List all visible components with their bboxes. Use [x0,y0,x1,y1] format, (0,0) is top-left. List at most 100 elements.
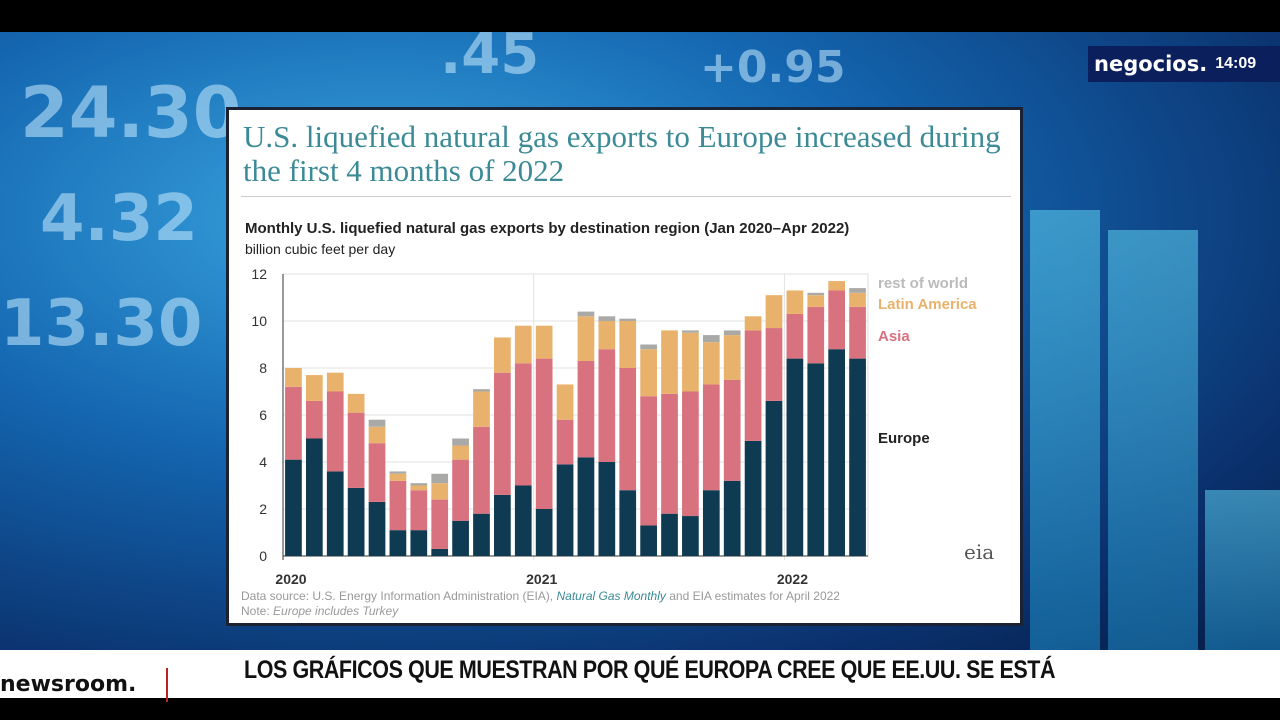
bar-asia [765,328,783,401]
bar-latin-america [305,375,323,401]
bar-rest-of-world [431,473,449,484]
lower-third: newsroom. LOS GRÁFICOS QUE MUESTRAN POR … [0,650,1280,702]
bar-asia [702,384,720,491]
bar-rest-of-world [598,316,616,321]
bar-europe [577,457,595,556]
bar-latin-america [849,292,866,307]
bar-europe [807,363,825,556]
bar-rest-of-world [849,288,866,293]
bar-rest-of-world [473,389,490,392]
bar-latin-america [807,295,825,307]
bar-asia [368,443,386,502]
bar-asia [494,372,511,495]
bar-asia [807,306,825,364]
bar-asia [682,391,699,517]
bar-asia [828,290,846,350]
bar-latin-america [640,349,657,397]
bar-europe [619,490,637,556]
bar-asia [326,391,344,472]
bar-latin-america [473,391,490,427]
bar-latin-america [514,325,532,364]
chart-subtitle: Monthly U.S. liquefied natural gas expor… [245,220,850,237]
legend-label: Europe [878,430,930,447]
bar-asia [661,393,678,514]
bar-europe [640,525,657,556]
y-tick-label: 2 [259,501,267,517]
y-axis-label: billion cubic feet per day [245,241,396,257]
bar-asia [431,499,449,549]
bg-number: 4.32 [40,182,198,256]
bar-europe [556,464,574,556]
y-tick-label: 12 [251,266,267,282]
legend-label: Latin America [878,296,977,313]
bar-latin-america [494,337,511,373]
bg-number: .45 [440,32,540,87]
bar-europe [786,358,804,556]
bar-latin-america [744,316,762,331]
divider [166,668,168,702]
bar-europe [514,485,532,556]
bar-rest-of-world [682,330,699,333]
bar-rest-of-world [619,318,637,321]
bar-europe [849,358,866,556]
bar-europe [682,516,699,556]
bar-asia [640,396,657,526]
bar-latin-america [702,342,720,385]
bar-europe [723,480,741,556]
bar-europe [661,513,678,556]
bar-latin-america [535,325,553,359]
bar-europe [473,513,490,556]
bar-europe [285,459,302,556]
bar-europe [368,501,386,556]
bar-europe [828,349,846,556]
bar-latin-america [598,321,616,350]
bar-europe [347,487,365,556]
bar-europe [744,440,762,556]
bar-latin-america [765,295,783,329]
bar-asia [305,400,323,439]
chart-note: Note: Europe includes Turkey [241,604,399,618]
eia-logo: eia [964,540,995,564]
bar-latin-america [723,335,741,380]
y-tick-label: 8 [259,360,267,376]
bar-rest-of-world [452,438,469,446]
x-tick-label: 2022 [777,571,808,587]
bar-latin-america [368,426,386,444]
bar-europe [452,520,469,556]
legend-label: Asia [878,328,910,345]
bar-rest-of-world [640,344,657,350]
bar-asia [744,330,762,441]
y-tick-label: 4 [259,454,267,470]
chart-panel: U.S. liquefied natural gas exports to Eu… [226,107,1023,626]
bar-latin-america [556,384,574,420]
bar-asia [598,349,616,462]
bar-latin-america [326,372,344,392]
bg-number: 13.30 [0,287,203,361]
bar-asia [723,379,741,481]
bar-rest-of-world [410,483,428,486]
channel-bug: negocios. 14:09 [1088,46,1280,82]
bar-latin-america [786,290,804,314]
bar-europe [535,509,553,556]
channel-logo: negocios. [1094,52,1208,76]
bar-rest-of-world [577,311,595,317]
x-tick-label: 2021 [526,571,557,587]
bg-number: 24.30 [20,72,242,154]
bar-latin-america [431,483,449,500]
bar-asia [535,358,553,509]
bar-asia [473,426,490,514]
chart-title: U.S. liquefied natural gas exports to Eu… [243,119,1001,188]
legend-label: rest of world [878,275,968,292]
bar-rest-of-world [389,471,407,474]
bar-latin-america [389,473,407,481]
bar-europe [410,530,428,556]
bar-asia [849,306,866,359]
bar-asia [577,360,595,458]
y-tick-label: 10 [251,313,267,329]
bar-latin-america [285,368,302,387]
data-source: Data source: U.S. Energy Information Adm… [241,589,840,603]
bar-asia [285,386,302,460]
headline: LOS GRÁFICOS QUE MUESTRAN POR QUÉ EUROPA… [244,656,1056,684]
bg-number: +0.95 [700,42,846,93]
bar-europe [702,490,720,556]
